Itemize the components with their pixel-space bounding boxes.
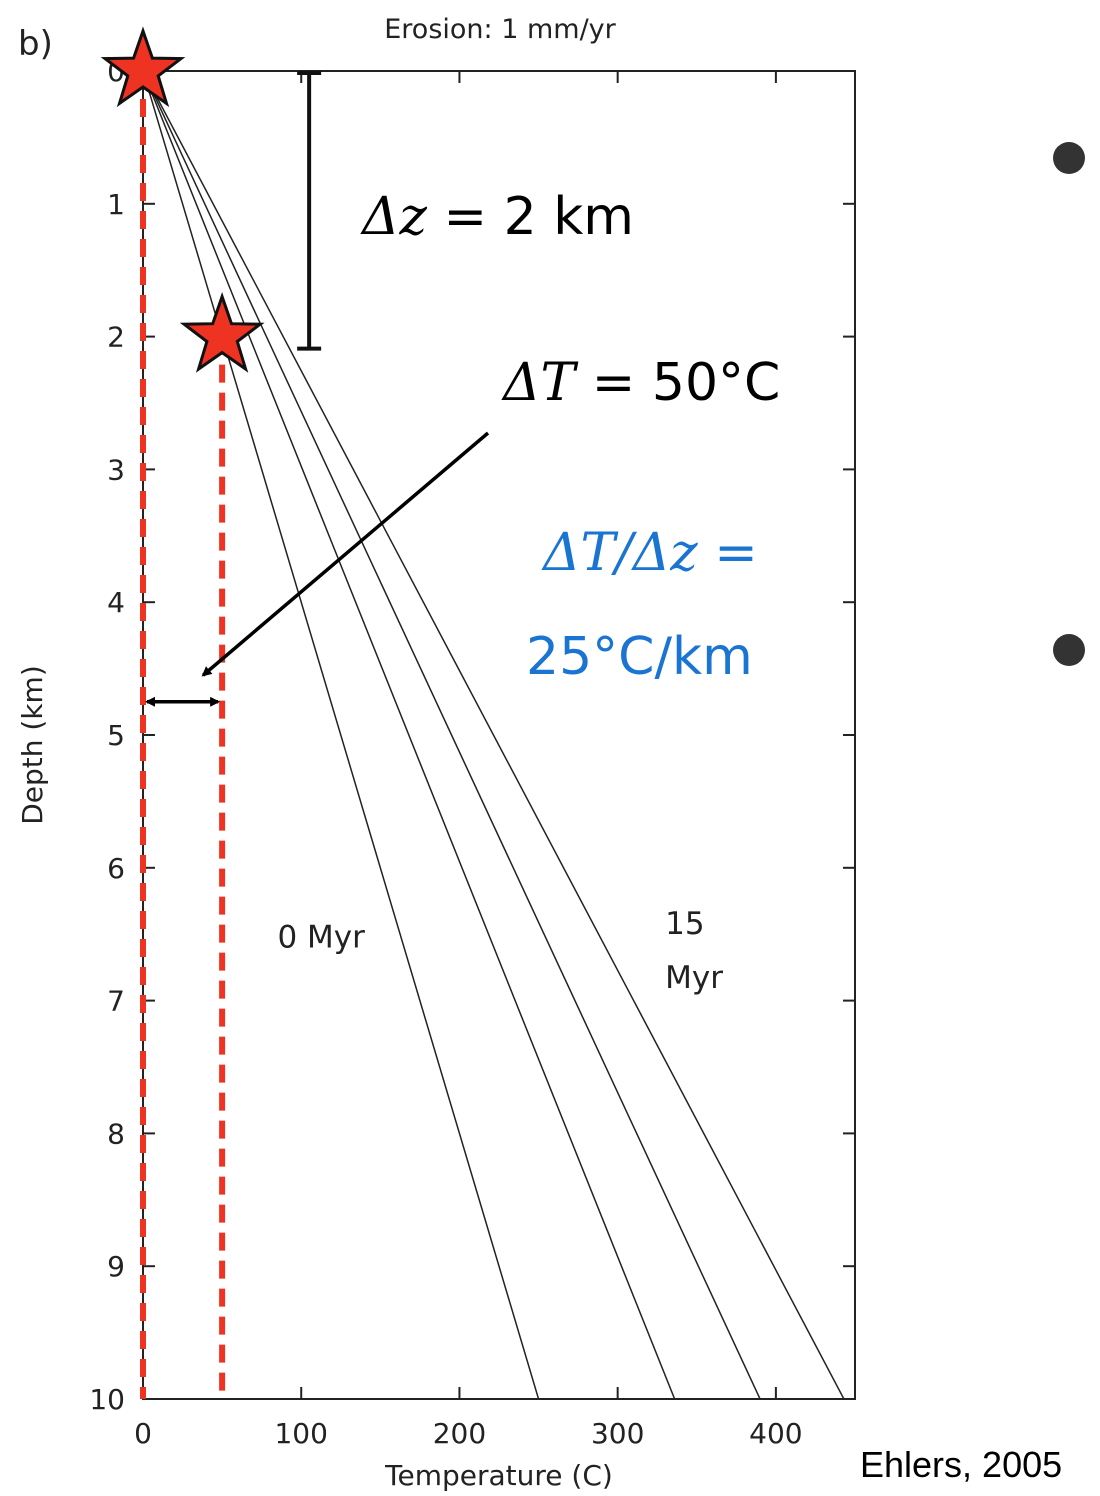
geotherm-line xyxy=(142,70,540,1400)
star-marker xyxy=(179,292,265,373)
geotherm-line xyxy=(142,70,761,1400)
x-tick-label: 200 xyxy=(433,1417,486,1450)
delta-t-value: = 50°C xyxy=(575,353,780,413)
axis-ticks xyxy=(142,70,855,1400)
x-tick-label: 0 xyxy=(134,1417,152,1450)
y-tick-label: 10 xyxy=(89,1383,125,1416)
y-tick-label: 8 xyxy=(107,1117,125,1150)
x-tick-label: 100 xyxy=(274,1417,327,1450)
delta-z-annotation: Δz = 2 km xyxy=(360,187,634,247)
y-tick-label: 7 xyxy=(107,985,125,1018)
panel-label: b) xyxy=(18,24,53,64)
curve-labels: 0 Myr 15 Myr xyxy=(277,906,723,996)
geotherm-curves xyxy=(142,70,845,1400)
delta-t-pointer-arrow xyxy=(201,431,490,677)
gradient-annotation-line1: ΔT/Δz = xyxy=(541,523,758,583)
y-tick-label: 9 xyxy=(107,1250,125,1283)
plot-title: Erosion: 1 mm/yr xyxy=(384,14,616,45)
reference-lines xyxy=(140,71,226,1399)
curve-label: 0 Myr xyxy=(277,919,365,955)
curve-label-line: Myr xyxy=(665,960,723,996)
bullet-point xyxy=(1053,142,1085,174)
sample-markers xyxy=(100,26,265,373)
y-tick-label: 4 xyxy=(107,586,125,619)
delta-t-symbol: ΔT xyxy=(501,353,579,413)
geotherm-line xyxy=(142,70,845,1400)
source-citation: Ehlers, 2005 xyxy=(860,1444,1062,1485)
delta-z-value: = 2 km xyxy=(427,187,634,247)
plot-frame xyxy=(142,70,856,1400)
curve-label-line: 0 Myr xyxy=(277,919,365,955)
x-tick-label: 400 xyxy=(749,1417,802,1450)
gradient-annotation-line2: 25°C/km xyxy=(526,627,753,687)
curve-label: 15 Myr xyxy=(665,906,723,996)
geotherm-line xyxy=(142,70,676,1400)
delta-z-bar xyxy=(297,71,322,351)
bullet-point xyxy=(1053,634,1085,666)
y-tick-label: 2 xyxy=(107,321,125,354)
y-axis-label: Depth (km) xyxy=(16,665,49,825)
delta-t-arrows xyxy=(145,431,490,707)
delta-z-symbol: Δz xyxy=(360,187,428,247)
gradient-equals: = xyxy=(698,523,758,583)
y-tick-label: 6 xyxy=(107,852,125,885)
x-tick-label: 300 xyxy=(591,1417,644,1450)
gradient-symbol: ΔT/Δz xyxy=(541,523,698,583)
y-tick-label: 5 xyxy=(107,719,125,752)
x-axis-label: Temperature (C) xyxy=(384,1459,613,1492)
curve-label-line: 15 xyxy=(665,906,704,942)
delta-t-annotation: ΔT = 50°C xyxy=(501,353,780,413)
y-tick-label: 1 xyxy=(107,188,125,221)
y-tick-label: 3 xyxy=(107,453,125,486)
star-marker xyxy=(100,26,186,108)
